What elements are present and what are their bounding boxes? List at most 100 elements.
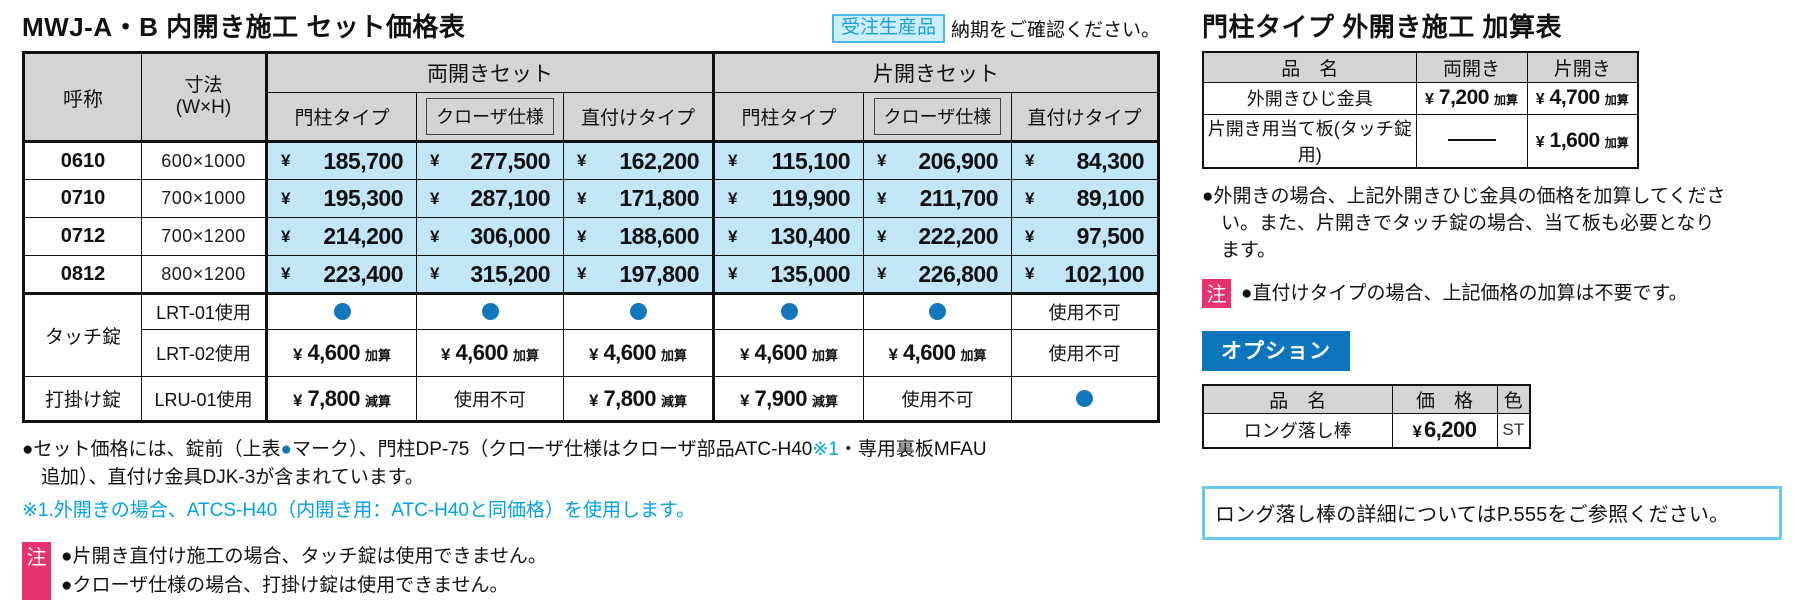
- addition-title: 門柱タイプ 外開き施工 加算表: [1202, 12, 1562, 42]
- model-code: 0710: [23, 179, 142, 218]
- delivery-note: 納期をご確認ください。: [950, 20, 1160, 41]
- price-cell: ¥315,200: [416, 255, 564, 295]
- add-col-double: 両開き: [1415, 51, 1528, 83]
- price-cell: ¥195,300: [266, 179, 417, 218]
- col-header-single-set: 片開きセット: [713, 52, 1159, 93]
- table-row: 0710 700×1000 ¥195,300 ¥287,100 ¥171,800…: [23, 179, 1159, 218]
- subheader-gatepost-double: 門柱タイプ: [266, 92, 417, 143]
- caution-block-right: 注 ●直付けタイプの場合、上記価格の加算は不要です。: [1202, 278, 1732, 308]
- closer-inset-label: クローザ仕様: [426, 98, 554, 135]
- price-cell: ¥188,600: [563, 217, 715, 256]
- price-cell: ¥171,800: [563, 179, 715, 218]
- included-dot-cell: [266, 293, 417, 330]
- reference-box: ロング落し棒の詳細についてはP.555をご参照ください。: [1202, 485, 1782, 540]
- price-cell: ¥306,000: [416, 217, 564, 256]
- price-cell: ¥277,500: [416, 141, 564, 180]
- not-usable-cell: 使用不可: [1011, 293, 1159, 330]
- add-item-name: 外開きひじ金具: [1202, 81, 1417, 115]
- price-cell: ¥214,200: [266, 217, 417, 256]
- model-size: 700×1000: [141, 179, 268, 218]
- table-row: 0712 700×1200 ¥214,200 ¥306,000 ¥188,600…: [23, 217, 1159, 256]
- dash-icon: [1447, 139, 1496, 142]
- included-dot-icon: [481, 303, 499, 321]
- not-usable-cell: 使用不可: [863, 376, 1012, 422]
- add-item-name: 片開き用当て板(タッチ錠用): [1202, 113, 1417, 168]
- addition-table: 品 名 両開き 片開き 外開きひじ金具 ¥7,200 加算 ¥4,700 加算 片開…: [1202, 51, 1639, 169]
- price-cell: ¥119,900: [713, 179, 864, 218]
- price-cell: ¥130,400: [713, 217, 864, 256]
- price-cell: ¥84,300: [1011, 141, 1159, 180]
- included-dot-icon: [780, 303, 798, 321]
- opt-item-color: ST: [1496, 413, 1531, 448]
- price-mod-cell: ¥7,800 減算: [266, 376, 417, 422]
- option-badge: オプション: [1202, 330, 1350, 371]
- included-dot-icon: [629, 303, 647, 321]
- price-mod-cell: ¥1,600 加算: [1526, 113, 1639, 168]
- table-row: タッチ錠 LRT-01使用 使用不可: [23, 293, 1159, 377]
- caution-line2: ●クローザ仕様の場合、打掛け錠は使用できません。: [61, 575, 509, 596]
- price-cell: ¥102,100: [1011, 255, 1159, 295]
- col-header-name: 呼称: [23, 52, 142, 143]
- lock-model-label: LRT-01使用: [141, 293, 268, 330]
- price-mod-cell: ¥4,600 加算: [563, 329, 715, 377]
- caution-line1: ●片開き直付け施工の場合、タッチ錠は使用できません。: [61, 546, 547, 567]
- set-note-line2: 追加）、直付け金具DJK-3が含まれています。: [41, 467, 424, 488]
- caution-text: ●片開き直付け施工の場合、タッチ錠は使用できません。 ●クローザ仕様の場合、打掛…: [61, 542, 547, 600]
- dash-cell: [1415, 113, 1528, 168]
- price-mod-cell: ¥4,700 加算: [1526, 81, 1639, 115]
- not-usable-cell: 使用不可: [1011, 329, 1159, 377]
- addition-section: 門柱タイプ 外開き施工 加算表 品 名 両開き 片開き 外開きひじ金具 ¥7,2…: [1202, 12, 1786, 540]
- model-size: 800×1200: [141, 255, 268, 295]
- included-dot-icon: [1076, 389, 1093, 407]
- size-label-line2: (W×H): [175, 97, 232, 118]
- subheader-closer-single: クローザ仕様: [863, 92, 1012, 143]
- subheader-gatepost-single: 門柱タイプ: [713, 92, 864, 143]
- col-header-double-set: 両開きセット: [266, 52, 715, 93]
- price-mod-cell: ¥4,600 加算: [863, 329, 1012, 377]
- closer-inset-label: クローザ仕様: [873, 98, 1002, 135]
- price-cell: ¥197,800: [563, 255, 715, 295]
- addition-note: ●外開きの場合、上記外開きひじ金具の価格を加算してください。また、片開きでタッチ…: [1202, 185, 1726, 261]
- add-col-name: 品 名: [1202, 51, 1417, 83]
- table-row: ロング落し棒 ¥6,200 ST: [1202, 413, 1531, 448]
- table-row: 片開き用当て板(タッチ錠用) ¥1,600 加算: [1202, 113, 1639, 168]
- subheader-direct-double: 直付けタイプ: [563, 92, 715, 143]
- table-row: 0812 800×1200 ¥223,400 ¥315,200 ¥197,800…: [23, 255, 1159, 295]
- price-cell: ¥89,100: [1011, 179, 1159, 218]
- price-cell: ¥287,100: [416, 179, 564, 218]
- opt-col-price: 価 格: [1391, 384, 1498, 414]
- price-cell: ¥97,500: [1011, 217, 1159, 256]
- price-cell: ¥115,100: [713, 141, 864, 180]
- footnote-ref1: ※1.外開きの場合、ATCS-H40（内開き用：ATC-H40と同価格）を使用し…: [22, 500, 696, 521]
- price-mod-cell: ¥4,600 加算: [713, 329, 864, 377]
- table-row: 外開きひじ金具 ¥7,200 加算 ¥4,700 加算: [1202, 81, 1639, 115]
- blue-dot-glyph: ●: [280, 439, 292, 460]
- lock-group-label: 打掛け錠: [23, 376, 142, 422]
- size-label-line1: 寸法: [184, 75, 223, 96]
- price-mod-cell: ¥4,600 加算: [416, 329, 564, 377]
- included-dot-icon: [929, 303, 946, 321]
- page-title: MWJ-A・B 内開き施工 セット価格表: [22, 12, 466, 42]
- caution-block-left: 注 ●片開き直付け施工の場合、タッチ錠は使用できません。 ●クローザ仕様の場合、…: [22, 542, 1162, 600]
- model-size: 700×1200: [141, 217, 268, 256]
- included-dot-icon: [333, 303, 351, 321]
- model-code: 0812: [23, 255, 142, 295]
- price-mod-cell: ¥7,200 加算: [1415, 81, 1528, 115]
- model-code: 0610: [23, 141, 142, 180]
- model-code: 0712: [23, 217, 142, 256]
- model-size: 600×1000: [141, 141, 268, 180]
- price-mod-cell: ¥4,600 加算: [266, 329, 417, 377]
- price-cell: ¥226,800: [863, 255, 1012, 295]
- opt-item-name: ロング落し棒: [1202, 413, 1393, 448]
- price-cell: ¥135,000: [713, 255, 864, 295]
- caution-badge: 注: [1202, 278, 1231, 308]
- price-mod-cell: ¥7,800 減算: [563, 376, 715, 422]
- included-dot-cell: [863, 293, 1012, 330]
- subheader-direct-single: 直付けタイプ: [1011, 92, 1159, 143]
- col-header-size: 寸法 (W×H): [141, 52, 268, 143]
- price-cell: ¥222,200: [863, 217, 1012, 256]
- ref-mark: ※1: [812, 439, 839, 460]
- set-price-section: MWJ-A・B 内開き施工 セット価格表 受注生産品 納期をご確認ください。 呼…: [22, 12, 1162, 600]
- price-cell: ¥211,700: [863, 179, 1012, 218]
- included-dot-cell: [563, 293, 715, 330]
